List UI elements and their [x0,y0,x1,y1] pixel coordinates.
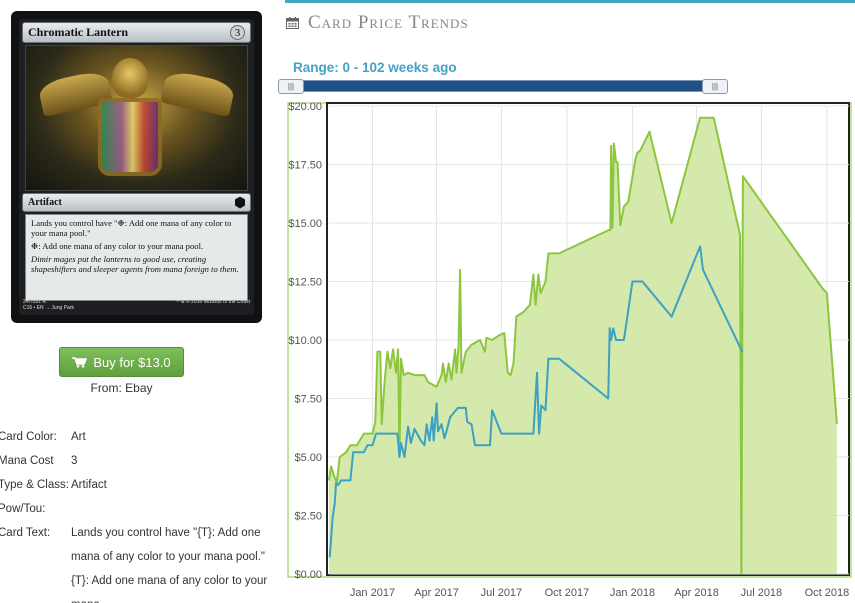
x-tick-label: Jul 2018 [741,587,783,599]
y-tick-label: $2.50 [294,511,322,523]
buy-button[interactable]: Buy for $13.0 [59,347,184,377]
series-line-1 [328,245,744,558]
detail-value: Lands you control have "{T}: Add one man… [71,527,268,603]
detail-label: Card Text: [0,527,51,539]
detail-label: Mana Cost [0,455,54,467]
x-tick-label: Apr 2018 [674,587,719,599]
x-tick-label: Jan 2017 [350,587,395,599]
detail-value: Artifact [71,479,107,491]
x-tick-label: Apr 2017 [414,587,459,599]
card-type-line: Artifact [28,197,62,208]
detail-label: Type & Class: [0,479,69,491]
set-symbol-icon [235,196,245,209]
detail-row-type: Type & Class: Artifact [0,473,270,497]
trend-title: Card Price Trends [308,12,469,33]
range-label: Range: 0 - 102 weeks ago [293,60,457,75]
detail-value [71,497,270,521]
mana-symbol: 3 [230,25,245,40]
card-rule-2: ❉: Add one mana of any color to your man… [31,241,204,251]
cart-icon [72,356,88,368]
detail-value: 3 [71,455,78,467]
x-tick-label: Oct 2018 [805,587,850,599]
card-art [25,45,248,191]
x-tick-label: Jul 2017 [481,587,523,599]
range-slider-track[interactable] [281,80,727,92]
card-inner: Chromatic Lantern 3 Artifact Lands you c… [19,19,254,315]
range-slider-max-handle[interactable]: ||| [702,79,728,94]
y-tick-label: $17.50 [288,160,322,172]
card-image: Chromatic Lantern 3 Artifact Lands you c… [11,11,262,323]
detail-value: Art [71,431,86,443]
y-tick-label: $5.00 [294,452,322,464]
detail-label: Pow/Tou: [0,503,46,515]
series-line-0 [328,116,838,575]
card-footer: 247/351 R C16 • EN → Jung Park ™ & © 201… [23,299,250,313]
card-rule-1: Lands you control have "❉: Add one mana … [31,218,232,238]
y-tick-label: $20.00 [288,101,322,113]
y-tick-label: $15.00 [288,218,322,230]
y-tick-label: $7.50 [294,394,322,406]
y-tick-label: $12.50 [288,277,322,289]
detail-label: Card Color: [0,431,57,443]
card-set-line: C16 • EN → Jung Park [23,305,74,311]
series-layer [328,116,838,575]
art-lantern [98,98,162,176]
x-tick-label: Oct 2017 [545,587,590,599]
trend-accent-line [285,0,855,3]
detail-row-mana-cost: Mana Cost 3 [0,449,270,473]
buy-source: From: Ebay [90,381,153,395]
art-owl [112,58,148,98]
y-tick-label: $10.00 [288,335,322,347]
y-tick-label: $0.00 [294,569,322,581]
x-tick-label: Jan 2018 [610,587,655,599]
axis-layer: $0.00 $2.50 $5.00 $7.50 $10.00 $12.50 $15.00 $1… [288,101,849,599]
detail-row-card-text: Card Text: Lands you control have "{T}: … [0,521,270,603]
card-collector: 247/351 R [23,299,47,305]
card-title-bar: Chromatic Lantern 3 [22,22,251,43]
range-slider-min-handle[interactable]: ||| [278,79,304,94]
price-chart: $0.00 $2.50 $5.00 $7.50 $10.00 $12.50 $15.00 $1… [287,101,852,599]
card-textbox: Lands you control have "❉: Add one mana … [25,214,248,301]
trend-header: Card Price Trends [286,12,469,34]
detail-row-color: Card Color: Art [0,425,270,449]
calendar-icon [286,17,299,29]
card-name: Chromatic Lantern [28,25,129,39]
detail-row-pow-tou: Pow/Tou: [0,497,270,521]
plot-frame [326,102,850,576]
card-type-bar: Artifact [22,193,251,212]
buy-button-label: Buy for $13.0 [93,354,171,370]
series-area-0 [329,117,837,574]
card-details: Card Color: Art Mana Cost 3 Type & Class… [0,425,270,603]
card-flavor: Dimir mages put the lanterns to good use… [31,254,239,274]
card-copyright: ™ & © 2016 Wizards of the Coast [174,299,250,305]
art-wing-right [160,69,236,117]
